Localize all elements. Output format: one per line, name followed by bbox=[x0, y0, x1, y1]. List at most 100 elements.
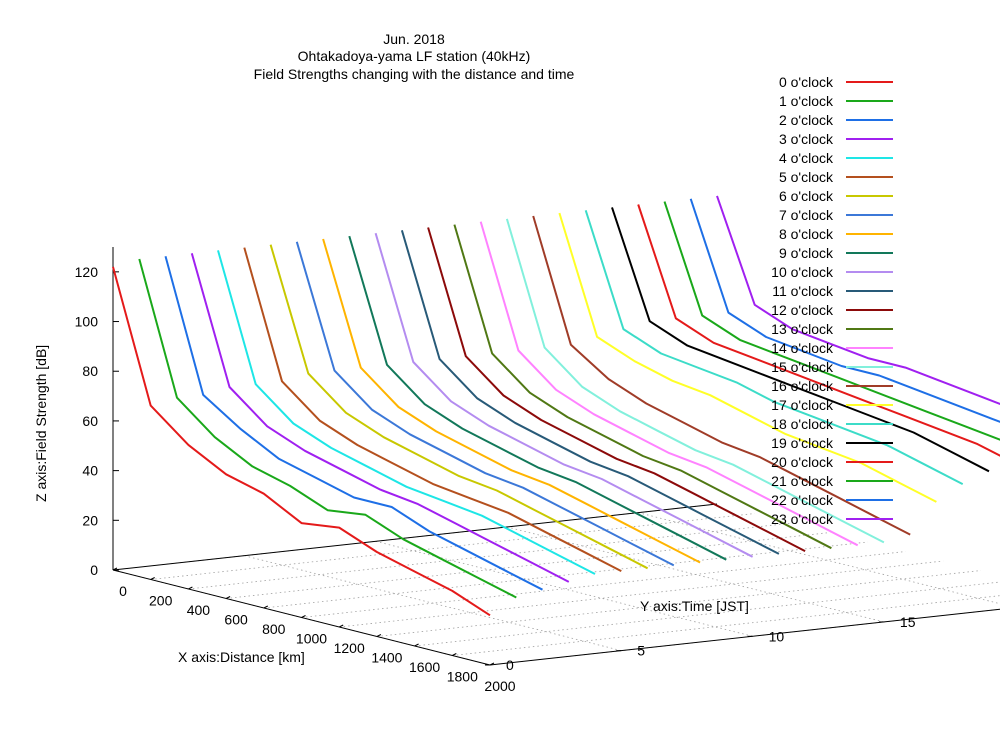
legend: 0 o'clock 1 o'clock 2 o'clock 3 o'clock 4 o'… bbox=[771, 74, 893, 527]
title-line-3: Field Strengths changing with the distan… bbox=[254, 66, 575, 82]
y-tick-label: 5 bbox=[637, 643, 645, 659]
series-line-hour-15 bbox=[505, 218, 885, 544]
legend-label: 14 o'clock bbox=[771, 340, 834, 356]
floor-grid bbox=[112, 503, 1000, 666]
z-tick-label: 80 bbox=[82, 363, 98, 379]
grid-line-x bbox=[263, 541, 868, 609]
series-line-hour-20 bbox=[637, 204, 1000, 457]
series-line-hour-7 bbox=[295, 241, 675, 567]
series-line-hour-1 bbox=[138, 258, 517, 599]
x-tick-mark bbox=[188, 586, 193, 590]
x-tick-label: 0 bbox=[119, 583, 127, 599]
legend-label: 9 o'clock bbox=[779, 245, 834, 261]
series-line-hour-13 bbox=[453, 224, 832, 550]
x-tick-label: 800 bbox=[262, 621, 286, 637]
legend-label: 19 o'clock bbox=[771, 435, 834, 451]
legend-label: 11 o'clock bbox=[772, 283, 834, 299]
legend-label: 22 o'clock bbox=[771, 492, 834, 508]
legend-label: 2 o'clock bbox=[779, 112, 834, 128]
series-line-hour-10 bbox=[374, 232, 754, 558]
series-line-hour-22 bbox=[689, 198, 1000, 423]
series-line-hour-0 bbox=[112, 266, 491, 617]
series-line-hour-17 bbox=[558, 212, 937, 503]
grid-line-y bbox=[506, 526, 885, 623]
legend-label: 8 o'clock bbox=[779, 226, 834, 242]
legend-label: 3 o'clock bbox=[779, 131, 834, 147]
series-line-hour-12 bbox=[427, 227, 806, 552]
y-tick-label: 10 bbox=[769, 628, 785, 644]
x-tick-mark bbox=[489, 662, 495, 666]
legend-label: 4 o'clock bbox=[779, 150, 834, 166]
grid-line-y bbox=[375, 540, 753, 637]
legend-label: 7 o'clock bbox=[779, 207, 834, 223]
x-tick-label: 1000 bbox=[296, 631, 327, 647]
legend-label: 10 o'clock bbox=[771, 264, 834, 280]
x-tick-label: 400 bbox=[187, 602, 211, 618]
legend-label: 15 o'clock bbox=[771, 359, 834, 375]
legend-label: 16 o'clock bbox=[771, 378, 834, 394]
y-axis-line bbox=[489, 608, 1000, 666]
series-line-hour-6 bbox=[269, 244, 649, 570]
x-tick-label: 1600 bbox=[409, 659, 440, 675]
series-lines bbox=[112, 195, 1000, 617]
x-tick-mark bbox=[150, 577, 155, 580]
x-tick-mark bbox=[263, 605, 269, 609]
title-line-2: Ohtakadoya-yama LF station (40kHz) bbox=[298, 48, 531, 64]
grid-line-y bbox=[244, 555, 622, 652]
legend-label: 18 o'clock bbox=[771, 416, 834, 432]
z-axis-label: Z axis:Field Strength [dB] bbox=[33, 345, 49, 502]
x-tick-mark bbox=[452, 653, 457, 656]
series-line-hour-21 bbox=[663, 201, 1000, 441]
x-tick-mark bbox=[225, 596, 231, 599]
series-line-hour-19 bbox=[611, 207, 990, 473]
z-tick-label: 40 bbox=[82, 463, 98, 479]
z-tick-label: 100 bbox=[75, 314, 99, 330]
x-tick-label: 2000 bbox=[484, 678, 515, 694]
y-axis-back-line bbox=[112, 503, 718, 571]
x-tick-label: 600 bbox=[224, 612, 248, 628]
y-axis-label: Y axis:Time [JST] bbox=[640, 598, 749, 614]
series-line-hour-9 bbox=[348, 235, 727, 561]
x-tick-label: 1200 bbox=[334, 640, 365, 656]
z-tick-label: 20 bbox=[82, 512, 98, 528]
series-line-hour-4 bbox=[217, 250, 596, 575]
grid-line-x bbox=[188, 522, 793, 590]
legend-label: 23 o'clock bbox=[771, 511, 834, 527]
legend-label: 20 o'clock bbox=[771, 454, 834, 470]
x-tick-label: 1800 bbox=[447, 669, 478, 685]
series-line-hour-5 bbox=[243, 247, 622, 572]
x-tick-mark bbox=[414, 643, 419, 647]
legend-label: 1 o'clock bbox=[779, 93, 834, 109]
legend-label: 13 o'clock bbox=[771, 321, 834, 337]
x-tick-mark bbox=[376, 634, 382, 637]
legend-label: 12 o'clock bbox=[771, 302, 834, 318]
title-line-1: Jun. 2018 bbox=[383, 31, 445, 47]
legend-label: 5 o'clock bbox=[779, 169, 834, 185]
y-tick-label: 0 bbox=[506, 657, 514, 673]
series-line-hour-23 bbox=[716, 195, 1000, 405]
series-line-hour-14 bbox=[479, 221, 859, 547]
grid-line-x bbox=[226, 532, 831, 599]
chart-title: Jun. 2018 Ohtakadoya-yama LF station (40… bbox=[254, 31, 575, 82]
x-tick-mark bbox=[301, 615, 306, 618]
series-line-hour-16 bbox=[532, 215, 911, 536]
y-tick-label: 15 bbox=[900, 614, 916, 630]
x-tick-mark bbox=[112, 567, 118, 571]
x-tick-mark bbox=[338, 624, 344, 628]
tick-labels: 0204060801001200200400600800100012001400… bbox=[75, 264, 916, 694]
legend-label: 0 o'clock bbox=[779, 74, 834, 90]
z-tick-label: 120 bbox=[75, 264, 99, 280]
grid-line-x bbox=[150, 513, 755, 580]
legend-label: 17 o'clock bbox=[771, 397, 834, 413]
legend-label: 21 o'clock bbox=[771, 473, 834, 489]
legend-label: 6 o'clock bbox=[779, 188, 834, 204]
series-line-hour-18 bbox=[584, 209, 964, 485]
series-line-hour-11 bbox=[400, 230, 780, 555]
x-tick-label: 1400 bbox=[371, 650, 402, 666]
z-tick-label: 0 bbox=[90, 562, 98, 578]
x-tick-label: 200 bbox=[149, 593, 173, 609]
grid-line-x bbox=[339, 560, 944, 628]
x-axis-label: X axis:Distance [km] bbox=[178, 649, 305, 665]
series-line-hour-8 bbox=[322, 238, 701, 564]
